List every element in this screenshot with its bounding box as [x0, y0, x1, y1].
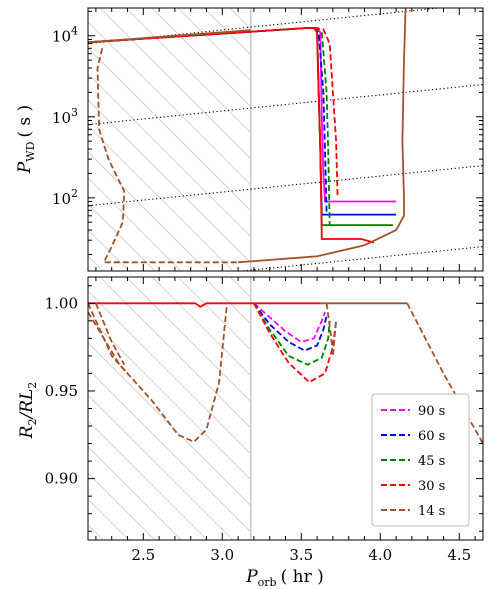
top-hatch-line	[151, 8, 251, 108]
top-series-30s-seg-2	[313, 27, 339, 198]
top-series-14s-seg-3	[238, 8, 407, 264]
legend: 90 s 60 s 45 s 30 s 14 s	[371, 393, 470, 527]
legend-box	[371, 393, 470, 527]
bottom-x-tick-labels: 2.5 3.0 3.5 4.0 4.5	[131, 546, 471, 564]
top-hatch-line	[0, 8, 77, 271]
top-hatch-line	[412, 8, 491, 271]
bottom-hatch-line	[99, 277, 251, 429]
top-reference-lines	[88, 8, 483, 271]
bottom-series-14s-seg-3	[95, 302, 126, 366]
bottom-series-90s-seg-1	[253, 302, 326, 343]
bottom-x-tick-label: 3.5	[289, 546, 313, 564]
top-hatch-line	[88, 47, 251, 212]
reference-line-2	[88, 83, 483, 126]
reference-line-4	[237, 246, 483, 271]
top-y-tick-label: 103	[52, 106, 78, 127]
legend-label: 90 s	[418, 404, 445, 419]
bottom-hatch-line	[88, 420, 208, 540]
top-hatch-line	[88, 229, 130, 271]
legend-label: 14 s	[418, 504, 445, 519]
top-panel: 102 103 104 PWD( s )	[0, 7, 491, 272]
top-series-30s-seg-1	[88, 27, 375, 244]
bottom-hatch-line	[88, 446, 182, 540]
top-series	[88, 8, 407, 264]
top-hatch-line	[282, 8, 491, 271]
bottom-y-tick-label: 0.95	[45, 382, 78, 400]
top-y-tick-label: 102	[52, 187, 78, 208]
top-hatch-line	[88, 73, 251, 238]
top-hatch-line	[125, 8, 251, 134]
bottom-y-tick-label: 0.90	[45, 470, 78, 488]
bottom-hatch-line	[88, 368, 251, 533]
top-hatch-line	[88, 125, 234, 271]
top-hatch-line	[334, 8, 491, 271]
bottom-x-tick-label: 4.0	[368, 546, 392, 564]
bottom-hatch-line	[0, 277, 77, 540]
bottom-series-60s-seg-1	[253, 302, 328, 352]
top-hatch-line	[88, 203, 156, 271]
bottom-ticks	[88, 277, 483, 540]
bottom-series	[88, 302, 483, 445]
top-hatch-line	[464, 8, 491, 271]
legend-label: 45 s	[418, 454, 445, 469]
top-hatch-line	[99, 8, 251, 160]
top-y-tick-label: 104	[52, 25, 78, 46]
bottom-panel: 0.90 0.95 1.00 2.5 3.0 3.5 4.0 4.5 R2/RL2 Porb…	[0, 276, 484, 589]
top-y-tick-labels: 102 103 104	[52, 25, 78, 208]
top-hatch-line	[229, 8, 251, 30]
top-series-14s-seg-2	[96, 48, 239, 264]
top-ticks	[88, 8, 483, 271]
top-hatch-line	[88, 177, 182, 271]
top-series-60s-seg-1	[88, 27, 397, 216]
bottom-y-tick-label: 1.00	[45, 294, 78, 312]
bottom-hatch-line	[125, 277, 251, 403]
legend-label: 30 s	[418, 479, 445, 494]
reference-line-1	[88, 8, 445, 45]
bottom-hatch-line	[151, 277, 251, 377]
top-hatch-line	[88, 99, 251, 264]
bottom-x-tick-label: 2.5	[131, 546, 155, 564]
bottom-hatch-line	[88, 316, 251, 481]
top-hatch-line	[0, 8, 51, 271]
legend-label: 60 s	[418, 429, 445, 444]
bottom-series-14s-seg-4	[88, 303, 228, 443]
top-hatch-line	[177, 8, 251, 82]
top-series-45s-seg-1	[88, 27, 393, 226]
bottom-series-30s-seg-1	[88, 302, 321, 308]
top-hatch-line	[203, 8, 251, 56]
reference-line-3	[88, 165, 483, 207]
top-plot-frame	[87, 7, 484, 272]
top-hatch-line	[256, 8, 491, 271]
bottom-series-45s-seg-1	[253, 302, 331, 366]
top-y-axis-title: PWD( s )	[15, 105, 37, 174]
bottom-x-tick-label: 3.0	[210, 546, 234, 564]
bottom-y-tick-labels: 0.90 0.95 1.00	[45, 294, 78, 487]
bottom-hatch-line	[88, 472, 156, 540]
top-hatch-line	[360, 8, 491, 271]
top-hatch-line	[88, 21, 251, 186]
bottom-hatch-region	[0, 277, 251, 540]
bottom-hatch-line	[88, 394, 234, 540]
bottom-x-axis-title: Porb( hr )	[245, 567, 324, 589]
bottom-series-14s-seg-5	[325, 303, 337, 357]
top-series-14s-seg-1	[88, 29, 251, 44]
bottom-x-tick-label: 4.5	[447, 546, 471, 564]
bottom-hatch-line	[203, 277, 251, 325]
top-hatch-region	[0, 8, 491, 271]
bottom-hatch-line	[88, 342, 251, 507]
bottom-y-axis-title: R2/RL2	[17, 382, 39, 440]
bottom-hatch-line	[177, 277, 251, 351]
bottom-hatch-line	[88, 290, 251, 455]
top-hatch-line	[88, 151, 208, 271]
